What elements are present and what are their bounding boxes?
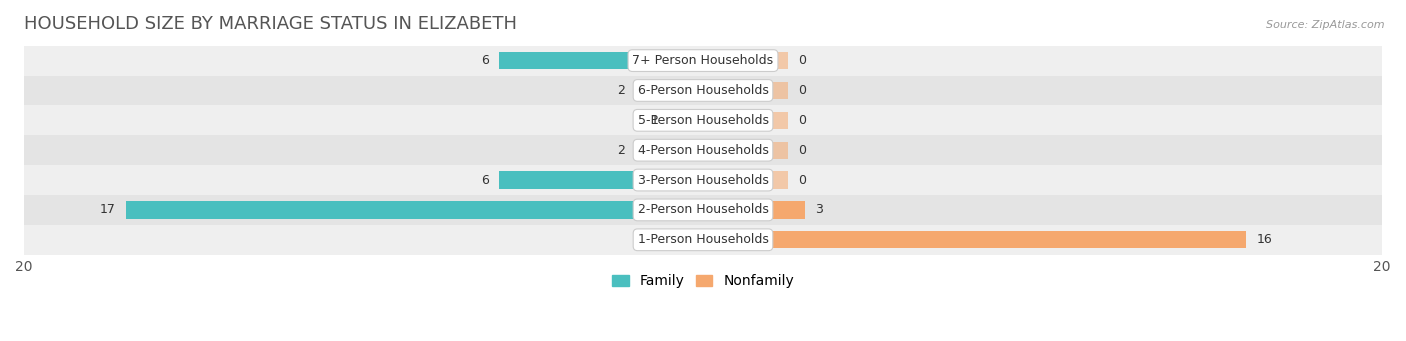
Text: 3-Person Households: 3-Person Households [637, 174, 769, 187]
Text: 0: 0 [799, 54, 806, 67]
Bar [703, 142, 787, 159]
Text: 0: 0 [799, 174, 806, 187]
Bar [24, 165, 1382, 195]
Text: 6-Person Households: 6-Person Households [637, 84, 769, 97]
Bar [499, 172, 703, 189]
Bar [703, 201, 804, 219]
Text: 3: 3 [815, 204, 823, 217]
Bar [636, 142, 703, 159]
Bar [499, 52, 703, 69]
Text: 6: 6 [481, 54, 489, 67]
Bar [24, 105, 1382, 135]
Text: 2: 2 [617, 84, 624, 97]
Text: 2-Person Households: 2-Person Households [637, 204, 769, 217]
Text: 4-Person Households: 4-Person Households [637, 144, 769, 157]
Bar [703, 172, 787, 189]
Bar [703, 112, 787, 129]
Bar [703, 231, 1246, 249]
Text: 7+ Person Households: 7+ Person Households [633, 54, 773, 67]
Text: 5-Person Households: 5-Person Households [637, 114, 769, 127]
Text: 1: 1 [651, 114, 659, 127]
Bar [24, 225, 1382, 255]
Text: Source: ZipAtlas.com: Source: ZipAtlas.com [1267, 20, 1385, 30]
Legend: Family, Nonfamily: Family, Nonfamily [606, 269, 800, 294]
Bar [636, 82, 703, 99]
Bar [24, 75, 1382, 105]
Text: 0: 0 [799, 84, 806, 97]
Text: 2: 2 [617, 144, 624, 157]
Text: 0: 0 [799, 114, 806, 127]
Bar [24, 135, 1382, 165]
Text: 0: 0 [799, 144, 806, 157]
Text: 17: 17 [100, 204, 115, 217]
Text: HOUSEHOLD SIZE BY MARRIAGE STATUS IN ELIZABETH: HOUSEHOLD SIZE BY MARRIAGE STATUS IN ELI… [24, 15, 517, 33]
Bar [669, 112, 703, 129]
Text: 1-Person Households: 1-Person Households [637, 233, 769, 246]
Bar [24, 195, 1382, 225]
Bar [703, 82, 787, 99]
Bar [24, 46, 1382, 75]
Bar [703, 52, 787, 69]
Text: 6: 6 [481, 174, 489, 187]
Text: 16: 16 [1257, 233, 1272, 246]
Bar [125, 201, 703, 219]
